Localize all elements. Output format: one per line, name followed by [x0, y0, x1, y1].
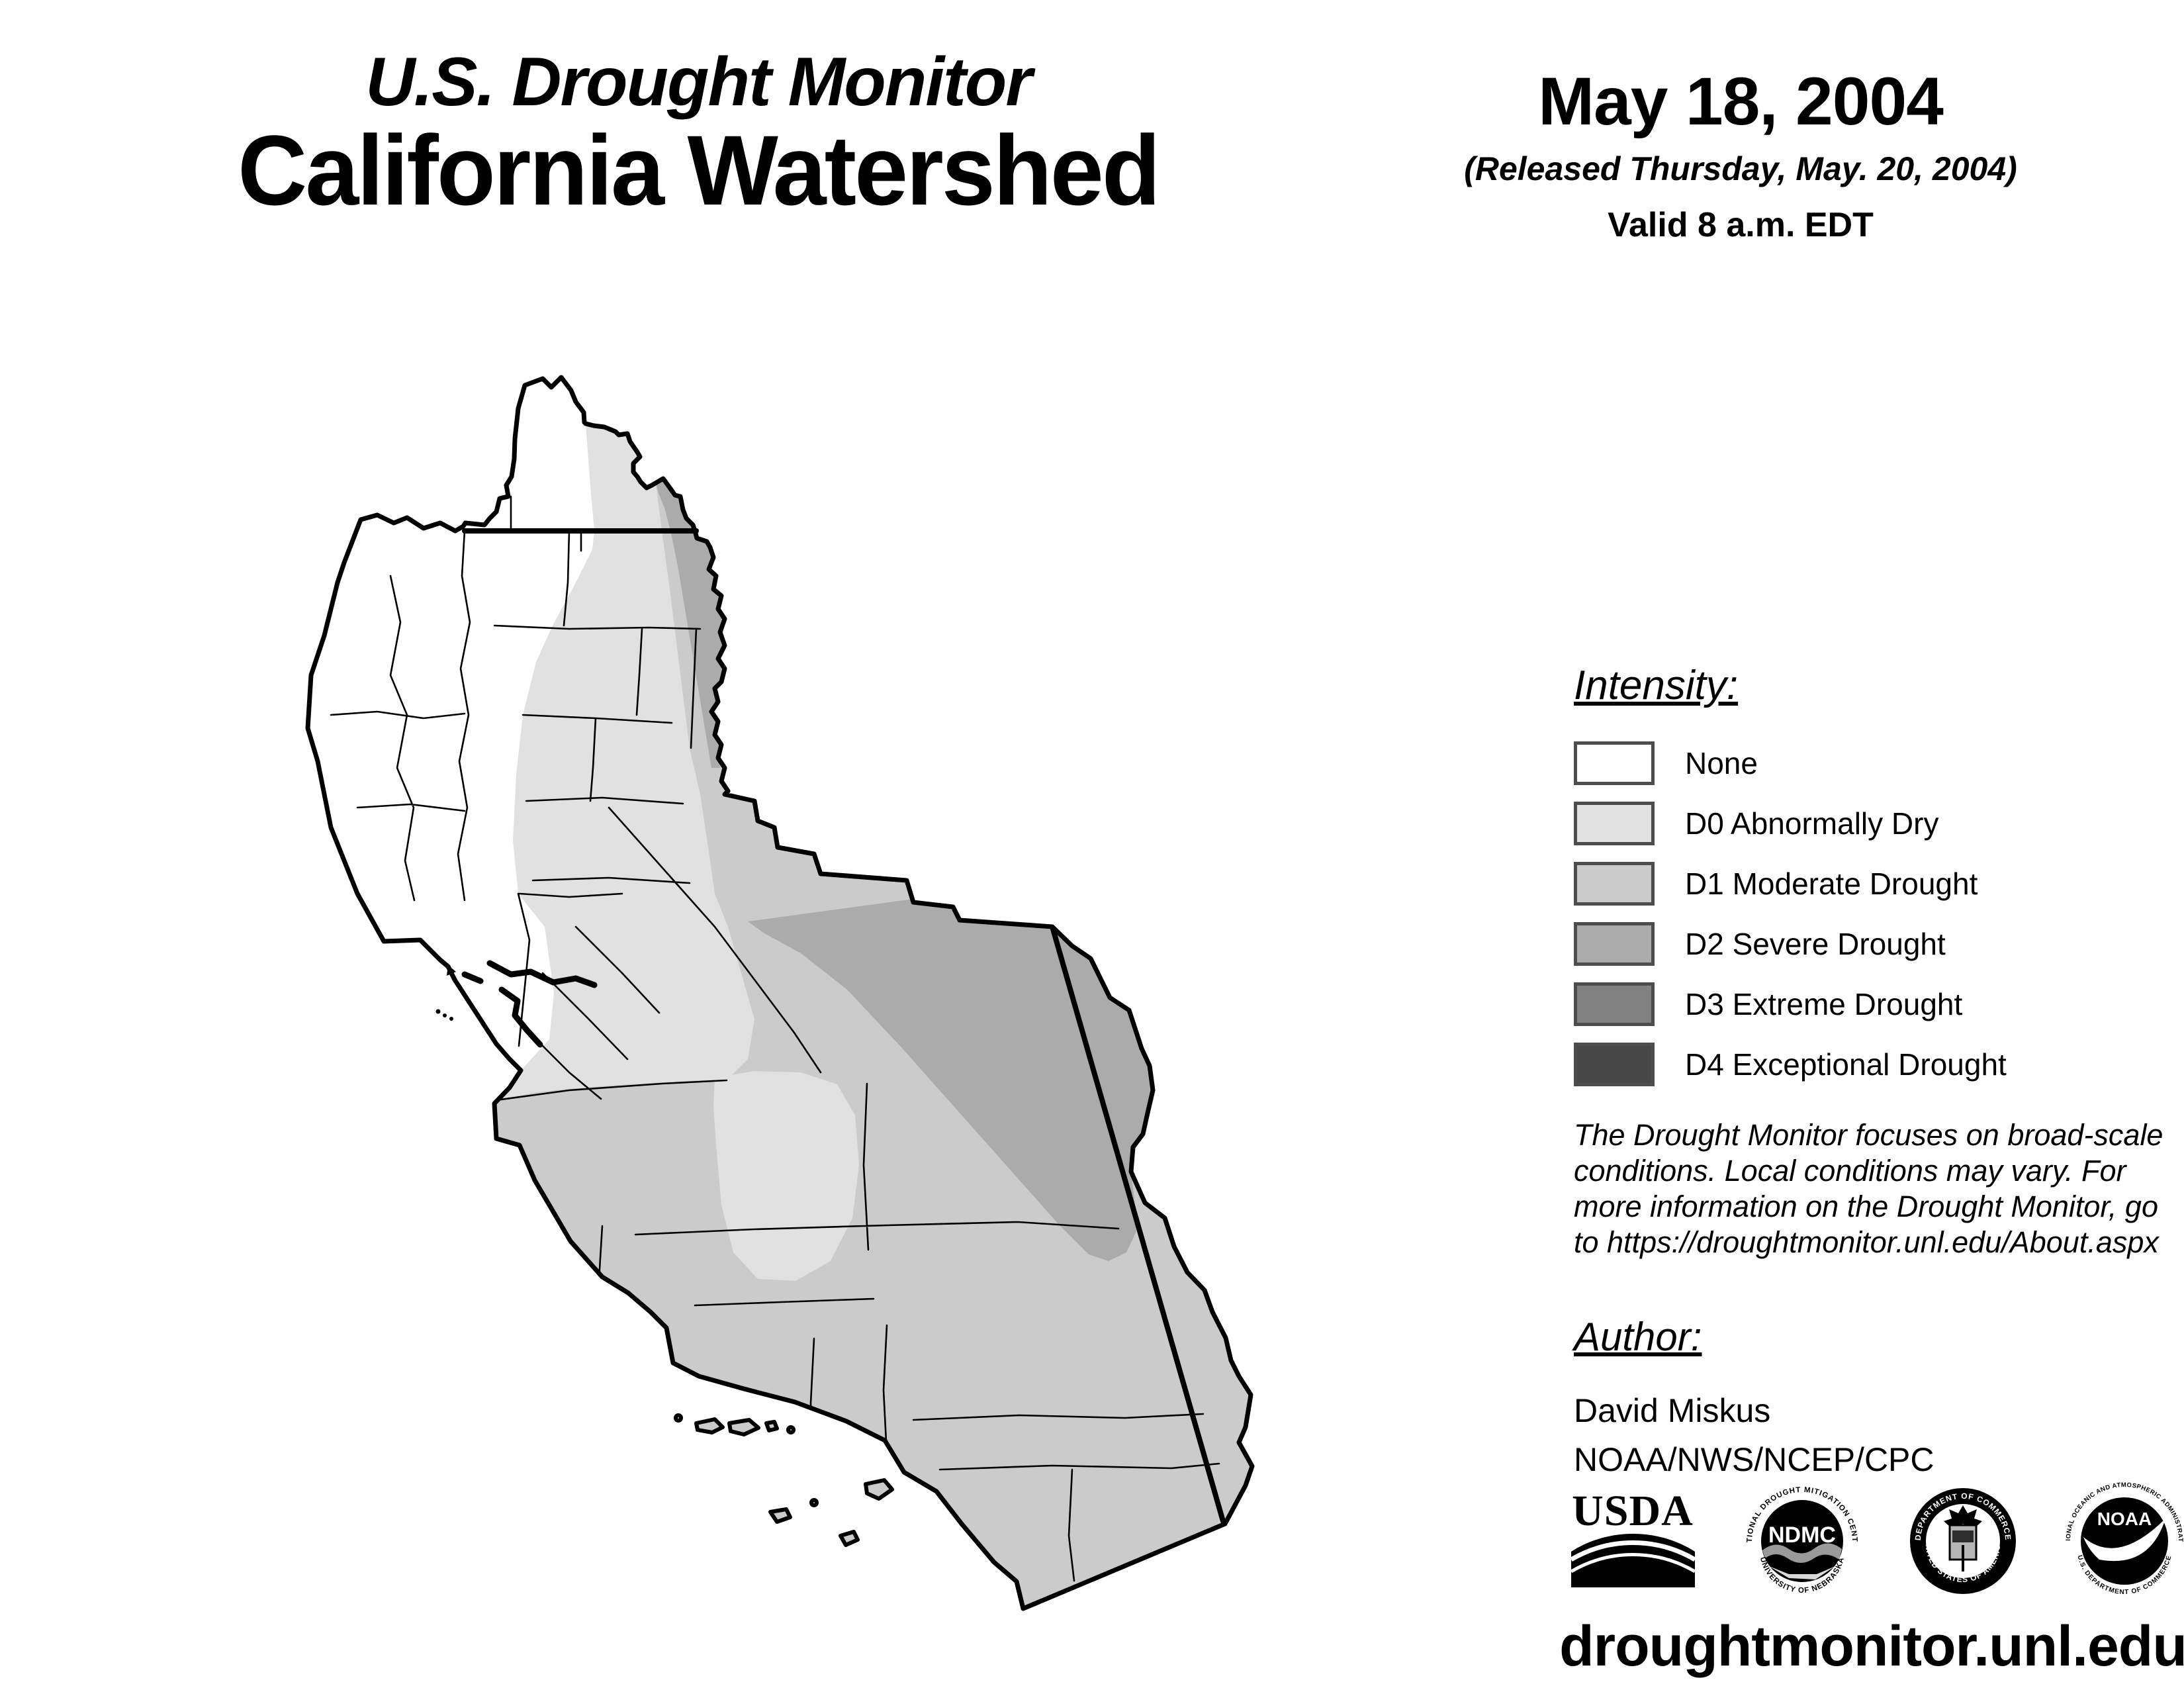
- legend-label: D3 Extreme Drought: [1685, 986, 1963, 1021]
- nevada-state-line: [1050, 924, 1226, 1524]
- farallon-islands: [435, 1009, 453, 1021]
- noaa-logo: NOAA NATIONAL OCEANIC AND ATMOSPHERIC AD…: [2062, 1476, 2184, 1604]
- county-boundaries: [330, 495, 1220, 1582]
- footer-url: droughtmonitor.unl.edu: [1559, 1615, 2184, 1678]
- map-date: May 18, 2004: [1538, 64, 1944, 139]
- point-reyes: [447, 965, 456, 976]
- date-block: May 18, 2004 (Released Thursday, May. 20…: [1423, 63, 2058, 245]
- header: U.S. Drought Monitor California Watershe…: [192, 46, 1205, 223]
- noaa-wordmark: NOAA: [2097, 1509, 2152, 1529]
- legend: Intensity: None D0 Abnormally Dry D1 Mod…: [1574, 662, 2169, 1094]
- legend-swatch-none: [1574, 741, 1655, 785]
- usda-wordmark: USDA: [1572, 1487, 1694, 1535]
- legend-label: D2 Severe Drought: [1685, 926, 1946, 961]
- legend-row-d1: D1 Moderate Drought: [1574, 853, 2169, 914]
- release-date: (Released Thursday, May. 20, 2004): [1464, 150, 2017, 187]
- legend-label: D1 Moderate Drought: [1685, 866, 1978, 901]
- valid-time: Valid 8 a.m. EDT: [1608, 206, 1874, 244]
- ndmc-wordmark: NDMC: [1768, 1523, 1836, 1548]
- legend-swatch-d1: [1574, 861, 1655, 906]
- logo-row: USDA NDMC NATIONAL DROUGHT MITIGATION CE…: [1569, 1476, 2184, 1604]
- san-francisco-bay: [461, 960, 598, 1048]
- drought-map: [291, 344, 1264, 1622]
- legend-label: None: [1685, 745, 1758, 780]
- channel-islands: [674, 1413, 894, 1547]
- author-org: NOAA/NWS/NCEP/CPC: [1574, 1441, 1934, 1478]
- legend-swatch-d4: [1574, 1042, 1655, 1086]
- drought-region-d2-east-band: [748, 899, 1153, 1261]
- disclaimer-text: The Drought Monitor focuses on broad-sca…: [1574, 1118, 2163, 1259]
- author-block: Author: David Miskus NOAA/NWS/NCEP/CPC: [1574, 1314, 1934, 1479]
- usda-logo: USDA: [1569, 1487, 1698, 1599]
- author-heading: Author:: [1574, 1315, 1702, 1359]
- drought-region-d0-pocket: [713, 1071, 859, 1281]
- watershed-outline: [305, 375, 1255, 1611]
- legend-swatch-d3: [1574, 982, 1655, 1026]
- legend-row-none: None: [1574, 733, 2169, 793]
- california-watershed-map: [305, 375, 1255, 1611]
- drought-region-d1: [496, 479, 1252, 1609]
- map-supertitle: U.S. Drought Monitor: [365, 44, 1032, 120]
- legend-label: D0 Abnormally Dry: [1685, 806, 1939, 841]
- author-name: David Miskus: [1574, 1392, 1771, 1429]
- legend-heading: Intensity:: [1574, 663, 1739, 708]
- legend-label: D4 Exceptional Drought: [1685, 1047, 2007, 1082]
- legend-row-d0: D0 Abnormally Dry: [1574, 793, 2169, 853]
- drought-region-d2-northeast: [657, 479, 725, 768]
- legend-row-d3: D3 Extreme Drought: [1574, 974, 2169, 1034]
- page-title: California Watershed: [238, 115, 1161, 226]
- legend-swatch-d2: [1574, 921, 1655, 966]
- legend-swatch-d0: [1574, 801, 1655, 845]
- legend-row-d4: D4 Exceptional Drought: [1574, 1034, 2169, 1094]
- ndmc-logo: NDMC NATIONAL DROUGHT MITIGATION CENTER …: [1739, 1476, 1862, 1604]
- legend-row-d2: D2 Severe Drought: [1574, 914, 2169, 974]
- commerce-seal: DEPARTMENT OF COMMERCE UNITED STATES OF …: [1903, 1477, 2020, 1601]
